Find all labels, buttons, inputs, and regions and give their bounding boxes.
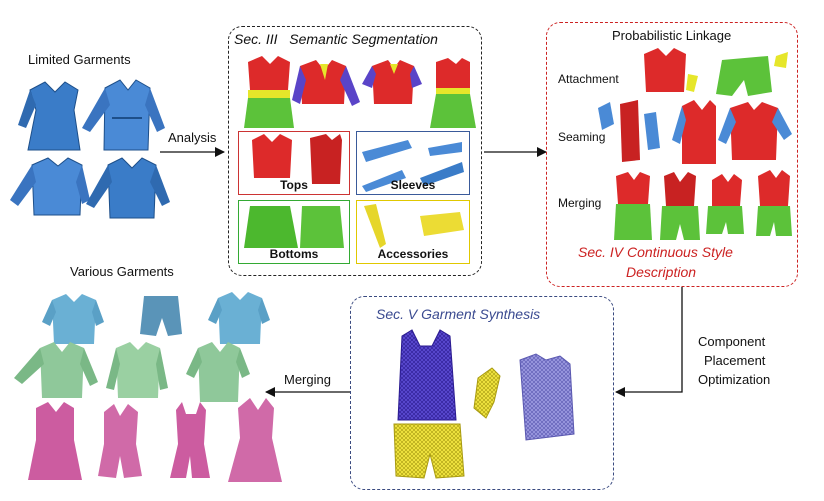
analysis-label: Analysis [168, 130, 217, 145]
optimization-line3: Optimization [698, 372, 771, 387]
garment-synthesis-box [350, 296, 614, 490]
accessories-items [364, 204, 464, 248]
synthesis-title: Sec. V Garment Synthesis [376, 306, 541, 322]
sleeves-box: Sleeves [356, 131, 470, 195]
synthesis-meshes [393, 329, 575, 479]
seg-garment-halter-dress [430, 58, 476, 128]
seaming-label: Seaming [558, 130, 606, 144]
accessories-box: Accessories [356, 200, 470, 264]
seg-garment-tshirt [362, 60, 422, 104]
sec4-line1: Sec. IV Continuous Style [578, 244, 733, 260]
limited-garment-jacket [10, 157, 90, 216]
segmentation-sec-number: Sec. III [234, 31, 278, 47]
various-row-2 [14, 342, 250, 402]
various-garments-title: Various Garments [70, 264, 174, 279]
sleeves-items [362, 140, 464, 192]
sleeves-label: Sleeves [390, 178, 436, 192]
optimization-line1: Component [698, 334, 766, 349]
limited-garments-title: Limited Garments [28, 52, 131, 67]
tops-label: Tops [280, 178, 308, 192]
seg-garment-dress-green [244, 56, 294, 128]
tops-items [252, 134, 342, 184]
limited-garment-dress [18, 81, 81, 151]
limited-garment-blazer [86, 157, 170, 219]
various-row-1 [42, 292, 270, 344]
various-row-3 [28, 398, 282, 482]
bottoms-label: Bottoms [269, 247, 319, 261]
tops-box: Tops [238, 131, 350, 195]
attachment-label: Attachment [558, 72, 619, 86]
optimization-line2: Placement [704, 353, 766, 368]
limited-garment-coat [82, 79, 165, 151]
seaming-items [598, 100, 792, 164]
bottoms-box: Bottoms [238, 200, 350, 264]
seg-garment-shirt [292, 60, 360, 106]
merging-items [614, 170, 792, 240]
segmentation-title: Sec. III Semantic Segmentation [234, 31, 438, 47]
accessories-label: Accessories [377, 247, 449, 261]
sec4-line2: Description [626, 264, 697, 280]
semantic-segmentation-box [228, 26, 482, 276]
bottoms-items [244, 206, 344, 248]
merging-arrow-label: Merging [284, 372, 331, 387]
merging-label: Merging [558, 196, 602, 210]
optimization-arrow [615, 287, 683, 397]
attachment-items [644, 48, 788, 96]
probabilistic-linkage-box [546, 22, 798, 287]
probabilistic-title: Probabilistic Linkage [612, 28, 732, 43]
segmentation-sec-name: Semantic Segmentation [289, 31, 438, 47]
